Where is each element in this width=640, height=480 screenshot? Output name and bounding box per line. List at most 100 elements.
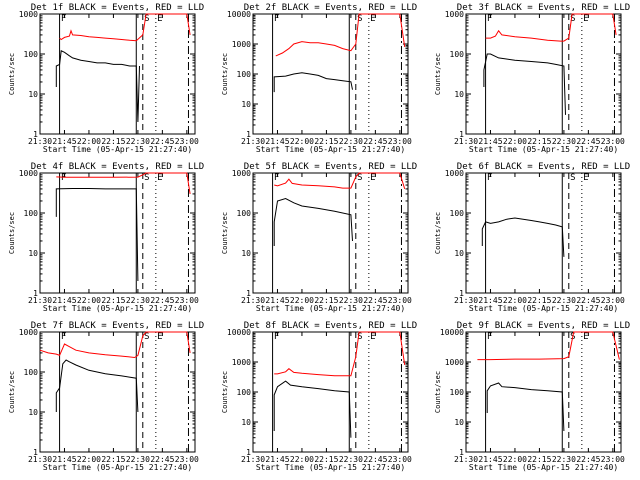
panel-2-y-tick-label: 10 — [241, 100, 251, 109]
panel-1-series-red — [59, 13, 191, 42]
panel-9-x-tick-label: 22:45 — [576, 455, 600, 464]
panel-5-y-tick-label: 1 — [246, 289, 251, 298]
panel-9-y-tick-label: 10000 — [440, 328, 464, 337]
panel-2-y-tick-label: 1000 — [232, 40, 251, 49]
panel-4-x-tick-label: 22:15 — [101, 296, 125, 305]
panel-3-xlabel: Start Time (05-Apr-15 21:27:40) — [469, 145, 618, 154]
panel-3-x-tick-label: 22:15 — [527, 137, 551, 146]
panel-3-y-tick-label: 1 — [459, 130, 464, 139]
panel-4-x-tick-label: 22:00 — [77, 296, 101, 305]
panel-2-marker-S: S — [357, 14, 362, 24]
panel-2-marker-E: E — [370, 14, 375, 24]
panel-8-marker-E: E — [370, 332, 375, 342]
panel-1-x-tick-label: 21:30 — [28, 137, 52, 146]
panel-4-x-tick-label: 22:30 — [126, 296, 150, 305]
panel-4-xlabel: Start Time (05-Apr-15 21:27:40) — [43, 304, 192, 313]
panel-1-y-tick-label: 1000 — [19, 10, 38, 19]
panel-6-x-tick-label: 22:30 — [552, 296, 576, 305]
panel-6-y-tick-label: 10 — [454, 249, 464, 258]
panel-8-series-red — [274, 331, 406, 377]
panel-9-x-tick-label: 22:30 — [552, 455, 576, 464]
panel-2-axes-frame — [252, 13, 409, 135]
panel-9-ylabel: Counts/sec — [434, 371, 442, 413]
panel-5-xlabel: Start Time (05-Apr-15 21:27:40) — [256, 304, 405, 313]
panel-9-y-tick-label: 1 — [459, 448, 464, 457]
panel-7-x-tick-label: 22:00 — [77, 455, 101, 464]
panel-8-axes-frame — [252, 331, 409, 453]
panel-4-x-tick-label: 21:30 — [28, 296, 52, 305]
panel-7-x-tick-label: 22:15 — [101, 455, 125, 464]
panel-5-axes-frame — [252, 172, 409, 294]
panel-5-y-tick-label: 100 — [237, 209, 252, 218]
panel-9-marker-E: E — [583, 332, 588, 342]
panel-4-y-tick-label: 10 — [28, 249, 38, 258]
panel-3-series-black — [483, 53, 566, 115]
panel-1-series-black — [55, 50, 140, 123]
panel-3-marker-S: S — [570, 14, 575, 24]
panel-8-x-tick-label: 22:00 — [290, 455, 314, 464]
panel-4-x-tick-label: 21:45 — [52, 296, 76, 305]
panel-3-x-tick-label: 21:30 — [454, 137, 478, 146]
panel-7-marker-F: F — [61, 332, 66, 342]
panel-2-series-red — [275, 13, 406, 57]
panel-7-axes-frame — [39, 331, 196, 453]
panel-5-marker-F: F — [274, 173, 279, 183]
panel-5-series-red — [274, 172, 406, 190]
panel-3-y-tick-label: 10 — [454, 90, 464, 99]
panel-2-x-tick-label: 21:30 — [241, 137, 265, 146]
panel-6-y-tick-label: 1 — [459, 289, 464, 298]
panel-1-x-tick-label: 22:30 — [126, 137, 150, 146]
panel-4-title: Det 4f BLACK = Events, RED = LLD — [31, 162, 204, 172]
panel-7-title: Det 7f BLACK = Events, RED = LLD — [31, 321, 204, 331]
panel-5-x-tick-label: 22:45 — [363, 296, 387, 305]
panel-6-xlabel: Start Time (05-Apr-15 21:27:40) — [469, 304, 618, 313]
panel-8-y-tick-label: 1000 — [232, 358, 251, 367]
panel-8-ylabel: Counts/sec — [221, 371, 229, 413]
panel-1-x-tick-label: 23:00 — [175, 137, 199, 146]
panel-7-y-tick-label: 1 — [33, 448, 38, 457]
panel-8-x-tick-label: 21:30 — [241, 455, 265, 464]
panel-7-x-tick-label: 23:00 — [175, 455, 199, 464]
panel-6-x-tick-label: 22:45 — [576, 296, 600, 305]
panel-9-xlabel: Start Time (05-Apr-15 21:27:40) — [469, 463, 618, 472]
panel-5-x-tick-label: 22:15 — [314, 296, 338, 305]
panel-3-x-tick-label: 23:00 — [601, 137, 625, 146]
panel-2-x-tick-label: 22:45 — [363, 137, 387, 146]
panel-3-x-tick-label: 21:45 — [478, 137, 502, 146]
panel-8-marker-S: S — [357, 332, 362, 342]
panel-8-xlabel: Start Time (05-Apr-15 21:27:40) — [256, 463, 405, 472]
panel-9-x-tick-label: 21:30 — [454, 455, 478, 464]
panel-6-ylabel: Counts/sec — [434, 212, 442, 254]
panel-5-x-tick-label: 21:45 — [265, 296, 289, 305]
panel-6-marker-S: S — [570, 173, 575, 183]
panel-1-y-tick-label: 1 — [33, 130, 38, 139]
panel-6-x-tick-label: 22:00 — [503, 296, 527, 305]
panel-8-title: Det 8f BLACK = Events, RED = LLD — [244, 321, 417, 331]
panel-4-series-red — [56, 172, 191, 194]
panel-4-x-tick-label: 23:00 — [175, 296, 199, 305]
panel-7-y-tick-label: 10 — [28, 408, 38, 417]
panel-7-series-red — [39, 331, 191, 359]
panel-3-axes-frame — [465, 13, 622, 135]
panel-2-y-tick-label: 10000 — [227, 10, 251, 19]
panel-7-y-tick-label: 100 — [24, 368, 39, 377]
panel-7-xlabel: Start Time (05-Apr-15 21:27:40) — [43, 463, 192, 472]
panel-5-marker-E: E — [370, 173, 375, 183]
panel-3-x-tick-label: 22:00 — [503, 137, 527, 146]
panel-3-series-red — [485, 13, 617, 42]
panel-8-x-tick-label: 21:45 — [265, 455, 289, 464]
panel-1-y-tick-label: 100 — [24, 50, 39, 59]
panel-7-x-tick-label: 22:45 — [150, 455, 174, 464]
panel-1-y-tick-label: 10 — [28, 90, 38, 99]
panel-4-series-black — [55, 188, 139, 282]
panel-8-x-tick-label: 23:00 — [388, 455, 412, 464]
panel-8-y-tick-label: 1 — [246, 448, 251, 457]
panel-3-x-tick-label: 22:45 — [576, 137, 600, 146]
panel-2-title: Det 2f BLACK = Events, RED = LLD — [244, 3, 417, 13]
panel-4-y-tick-label: 1000 — [19, 169, 38, 178]
panel-6-x-tick-label: 21:45 — [478, 296, 502, 305]
panel-2-x-tick-label: 23:00 — [388, 137, 412, 146]
panel-6-marker-F: F — [487, 173, 492, 183]
panel-1-axes-frame — [39, 13, 196, 135]
